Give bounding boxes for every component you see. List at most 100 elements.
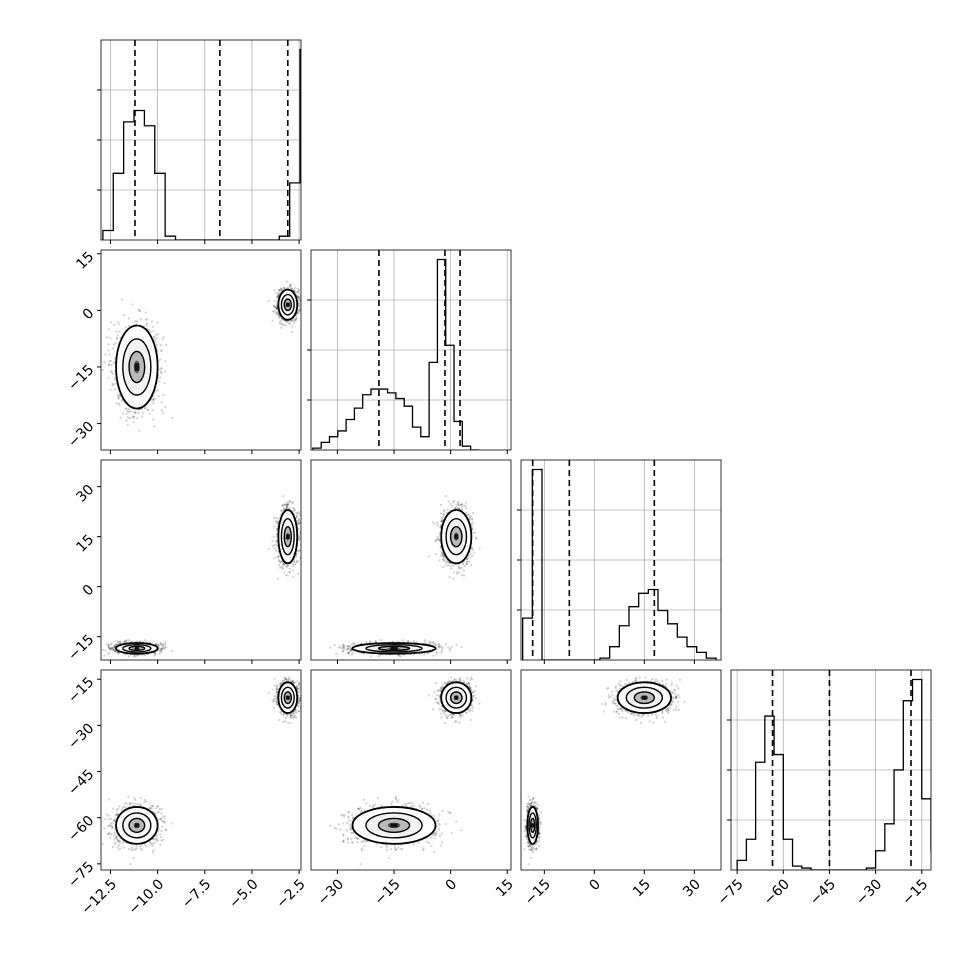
sample-point [155,642,158,645]
ytick-label-1-1: −15 [65,362,97,394]
sample-point [108,363,111,367]
sample-point [117,402,121,405]
sample-point [127,639,131,642]
sample-point [296,572,300,575]
sample-point [289,283,292,286]
sample-point [133,416,136,419]
sample-point [287,564,290,567]
sample-point [111,372,114,375]
sample-point [118,404,121,407]
sample-point [143,639,146,642]
sample-point [277,521,280,524]
sample-point [298,304,301,307]
sample-point [140,415,144,418]
sample-point [291,330,294,334]
sample-point [112,647,115,650]
sample-point [298,307,301,310]
sample-point [297,302,300,305]
sample-point [152,335,156,338]
sample-point [159,376,162,379]
sample-point [118,640,121,643]
sample-point [273,299,276,303]
sample-point [127,317,130,320]
sample-point [274,305,277,309]
sample-point [293,321,296,324]
sample-point [151,325,155,328]
sample-point [153,336,156,339]
sample-point [279,319,282,323]
sample-point [274,547,277,550]
sample-point [160,647,163,650]
density-peak-1-0-m0 [134,363,139,371]
sample-point [154,340,157,343]
sample-point [113,650,117,653]
sample-point [107,363,111,366]
sample-point [153,654,156,657]
sample-point [153,652,156,655]
sample-point [131,416,134,419]
sample-point [116,651,120,654]
sample-point [148,412,151,416]
sample-point [274,307,277,310]
sample-point [145,324,148,327]
sample-point [113,648,116,651]
sample-point [159,642,162,645]
sample-point [108,646,111,650]
sample-point [115,644,118,647]
sample-point [285,506,288,509]
sample-point [138,309,142,313]
sample-point [109,647,112,651]
sample-point [287,501,290,504]
sample-point [110,363,113,367]
sample-point [297,539,300,542]
sample-point [296,290,299,293]
sample-point [152,398,155,401]
sample-point [285,503,288,506]
sample-point [297,304,301,307]
sample-point [273,556,276,560]
sample-point [276,296,279,299]
sample-point [275,527,279,531]
sample-point [291,569,295,572]
sample-point [282,286,286,290]
sample-point [163,647,166,650]
sample-point [115,330,118,333]
sample-point [276,522,279,525]
sample-point [141,411,144,414]
sample-point [159,358,162,361]
sample-point [286,503,289,506]
sample-point [163,645,167,648]
sample-point [118,330,121,333]
sample-point [278,289,281,292]
sample-point [160,372,163,375]
sample-point [127,655,130,658]
sample-point [276,556,279,559]
sample-point [286,286,289,289]
sample-point [122,412,125,415]
sample-point [278,315,281,318]
sample-point [275,310,279,314]
sample-point [151,408,154,412]
sample-point [283,286,286,289]
sample-point [302,540,304,542]
sample-point [107,645,110,648]
sample-point [158,380,161,383]
sample-point [109,321,113,324]
sample-point [160,401,163,404]
sample-point [267,547,270,550]
sample-point [288,571,292,574]
sample-point [302,546,304,548]
sample-point [296,290,299,294]
sample-point [273,525,276,528]
sample-point [285,320,288,323]
sample-point [292,506,295,510]
sample-point [113,645,117,648]
sample-point [157,644,160,647]
sample-point [113,356,117,360]
sample-point [294,319,297,322]
sample-point [297,309,300,312]
sample-point [125,419,128,422]
sample-point [113,645,117,648]
sample-point [116,334,119,337]
sample-point [289,322,292,325]
